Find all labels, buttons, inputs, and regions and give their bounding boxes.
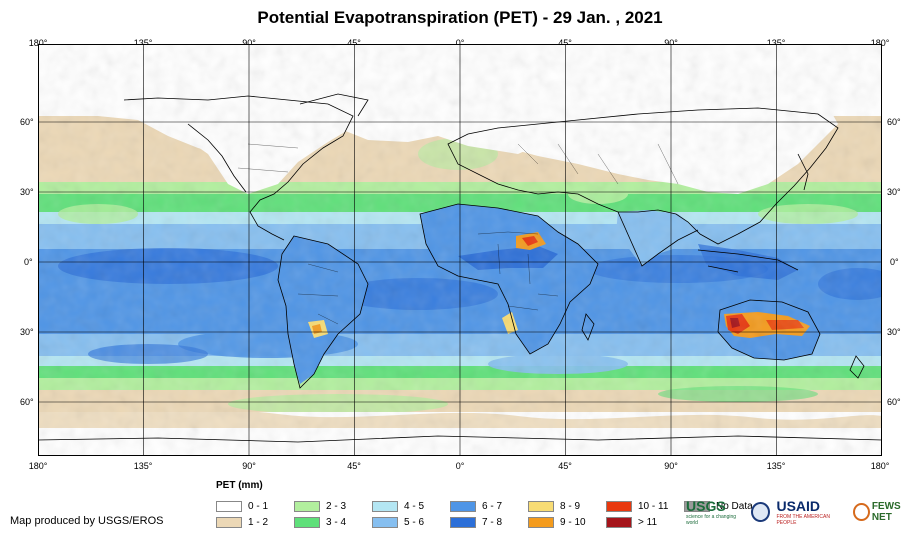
legend-label: 0 - 1	[248, 500, 269, 512]
legend-label: 10 - 11	[638, 500, 669, 512]
lon-label-top: 0°	[455, 38, 465, 48]
map-credit: Map produced by USGS/EROS	[10, 515, 164, 527]
map-frame	[38, 44, 882, 456]
lat-label-right: 0°	[890, 257, 899, 267]
usgs-logo: USGS science for a changing world	[686, 498, 745, 526]
lon-label-bottom: 45°	[347, 461, 361, 471]
legend-item: 1 - 2	[216, 514, 294, 530]
lat-label-left: 0°	[24, 257, 33, 267]
usgs-logo-text: USGS	[686, 498, 726, 514]
lon-label-top: 180°	[870, 38, 890, 48]
legend-item: > 11	[606, 514, 684, 530]
country-borders	[237, 143, 679, 325]
lon-label-top: 135°	[766, 38, 786, 48]
legend-swatch	[372, 516, 398, 528]
legend-label: > 11	[638, 516, 657, 528]
lat-label-right: 60°	[887, 117, 901, 127]
fews-logo-text: FEWS NET	[871, 501, 901, 523]
legend-swatch	[216, 500, 242, 512]
legend-item: No Data	[684, 498, 762, 514]
lon-label-bottom: 90°	[242, 461, 256, 471]
legend-label: 7 - 8	[482, 516, 503, 528]
legend-label: 5 - 6	[404, 516, 425, 528]
lon-label-top: 45°	[347, 38, 361, 48]
usaid-tagline: FROM THE AMERICAN PEOPLE	[776, 514, 830, 526]
legend-item: 0 - 1	[216, 498, 294, 514]
legend-swatch	[372, 500, 398, 512]
usaid-logo: USAID FROM THE AMERICAN PEOPLE	[776, 498, 846, 526]
legend-swatch	[294, 500, 320, 512]
legend-item: 3 - 4	[294, 514, 372, 530]
lat-label-right: 30°	[887, 327, 901, 337]
lat-label-left: 30°	[20, 187, 34, 197]
graticule	[38, 44, 882, 456]
lon-label-bottom: 0°	[455, 461, 465, 471]
lat-label-right: 30°	[887, 187, 901, 197]
lon-label-bottom: 135°	[133, 461, 153, 471]
legend-item: 6 - 7	[450, 498, 528, 514]
lon-label-bottom: 135°	[766, 461, 786, 471]
lon-label-top: 90°	[664, 38, 678, 48]
usaid-logo-text: USAID	[776, 498, 821, 514]
lon-label-bottom: 90°	[664, 461, 678, 471]
lat-label-left: 60°	[20, 397, 34, 407]
legend-swatch	[528, 500, 554, 512]
legend-swatch	[606, 516, 632, 528]
legend-item: 4 - 5	[372, 498, 450, 514]
legend: 0 - 1 2 - 3 4 - 5 6 - 7 8 - 9 10 - 11 No…	[216, 498, 762, 530]
pet-map	[38, 44, 882, 456]
legend-label: No Data	[716, 500, 753, 512]
legend-label: 4 - 5	[404, 500, 425, 512]
legend-item: 5 - 6	[372, 514, 450, 530]
legend-swatch	[606, 500, 632, 512]
legend-swatch	[216, 516, 242, 528]
usaid-seal-icon	[751, 502, 771, 522]
lon-label-top: 90°	[242, 38, 256, 48]
legend-swatch	[450, 516, 476, 528]
legend-item: 2 - 3	[294, 498, 372, 514]
legend-title: PET (mm)	[216, 480, 263, 491]
legend-swatch	[294, 516, 320, 528]
lon-label-bottom: 180°	[870, 461, 890, 471]
legend-label: 3 - 4	[326, 516, 347, 528]
legend-swatch	[528, 516, 554, 528]
legend-label: 2 - 3	[326, 500, 347, 512]
logo-strip: USGS science for a changing world USAID …	[686, 498, 920, 526]
legend-label: 6 - 7	[482, 500, 503, 512]
fews-ring-icon	[852, 503, 870, 521]
lon-label-bottom: 45°	[558, 461, 572, 471]
legend-label: 8 - 9	[560, 500, 581, 512]
legend-item: 8 - 9	[528, 498, 606, 514]
legend-label: 9 - 10	[560, 516, 586, 528]
legend-item: 10 - 11	[606, 498, 684, 514]
lon-label-top: 45°	[558, 38, 572, 48]
lon-label-top: 135°	[133, 38, 153, 48]
lat-label-left: 60°	[20, 117, 34, 127]
legend-swatch	[684, 500, 710, 512]
lon-label-top: 180°	[28, 38, 48, 48]
legend-swatch	[450, 500, 476, 512]
usgs-tagline: science for a changing world	[686, 514, 737, 526]
legend-label: 1 - 2	[248, 516, 269, 528]
lon-label-bottom: 180°	[28, 461, 48, 471]
legend-item: 9 - 10	[528, 514, 606, 530]
lat-label-right: 60°	[887, 397, 901, 407]
map-title: Potential Evapotranspiration (PET) - 29 …	[257, 8, 663, 27]
legend-item: 7 - 8	[450, 514, 528, 530]
coastlines	[38, 93, 882, 443]
lat-label-left: 30°	[20, 327, 34, 337]
fews-net-logo: FEWS NET	[852, 501, 920, 523]
